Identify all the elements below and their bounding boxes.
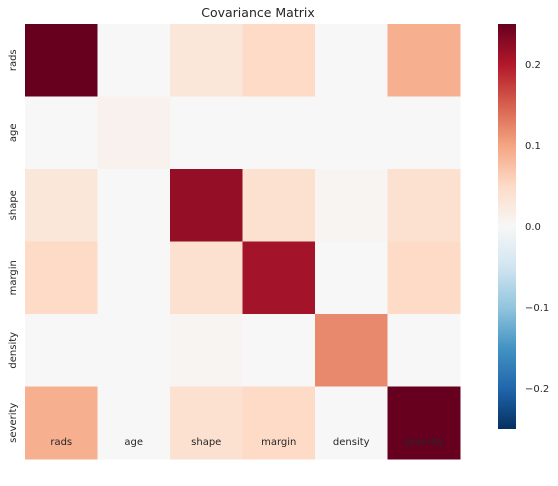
heatmap-cell [315, 241, 388, 315]
heatmap-cell [25, 169, 98, 242]
x-tick-label: margin [261, 437, 296, 448]
heatmap-cell [242, 24, 316, 97]
colorbar-tick-label: 0.1 [525, 141, 541, 152]
heatmap-cell [170, 241, 243, 315]
heatmap-cell [97, 169, 171, 242]
heatmap-cell [25, 314, 98, 387]
y-tick-label: age [8, 123, 19, 142]
heatmap-cell [97, 241, 171, 315]
heatmap-cell [25, 24, 98, 97]
colorbar-tick-labels: 0.2 0.1 0.0 −0.1 −0.2 [525, 60, 549, 395]
heatmap-cell [170, 169, 243, 242]
heatmap-cell [315, 386, 388, 460]
heatmap-cell [315, 169, 388, 242]
x-tick-label: severity [404, 437, 444, 448]
x-tick-label: age [124, 437, 143, 448]
heatmap-cells [25, 24, 461, 460]
heatmap-cell [315, 24, 388, 97]
heatmap-cell [97, 314, 171, 387]
heatmap-cell [25, 386, 98, 460]
chart-title: Covariance Matrix [201, 5, 315, 20]
colorbar [498, 24, 516, 429]
heatmap-cell [387, 241, 461, 315]
colorbar-tick-label: −0.1 [525, 303, 549, 314]
y-tick-label: rads [8, 49, 19, 71]
heatmap-cell [97, 386, 171, 460]
colorbar-tick-label: 0.2 [525, 60, 541, 71]
y-tick-labels: rads age shape margin density severity [8, 49, 19, 442]
heatmap-cell [242, 96, 316, 170]
heatmap-cell [97, 24, 171, 97]
x-tick-label: rads [50, 437, 72, 448]
heatmap-cell [387, 314, 461, 387]
heatmap-cell [170, 386, 243, 460]
heatmap-cell [170, 96, 243, 170]
x-tick-label: shape [191, 437, 221, 448]
heatmap-cell [387, 169, 461, 242]
heatmap-cell [25, 96, 98, 170]
heatmap-cell [315, 314, 388, 387]
heatmap-cell [97, 96, 171, 170]
x-tick-label: density [333, 437, 370, 448]
heatmap-cell [25, 241, 98, 315]
y-tick-label: shape [8, 190, 19, 220]
heatmap-cell [170, 24, 243, 97]
colorbar-tick-label: 0.0 [525, 222, 541, 233]
y-tick-label: density [8, 332, 19, 369]
y-tick-label: margin [8, 260, 19, 295]
heatmap-cell [387, 386, 461, 460]
heatmap-cell [315, 96, 388, 170]
colorbar-tick-label: −0.2 [525, 384, 549, 395]
heatmap-cell [242, 386, 316, 460]
y-tick-label: severity [8, 403, 19, 443]
heatmap-cell [242, 241, 316, 315]
heatmap-cell [170, 314, 243, 387]
x-tick-labels: rads age shape margin density severity [50, 437, 444, 448]
heatmap-cell [387, 24, 461, 97]
heatmap-cell [242, 314, 316, 387]
heatmap-cell [387, 96, 461, 170]
heatmap-cell [242, 169, 316, 242]
